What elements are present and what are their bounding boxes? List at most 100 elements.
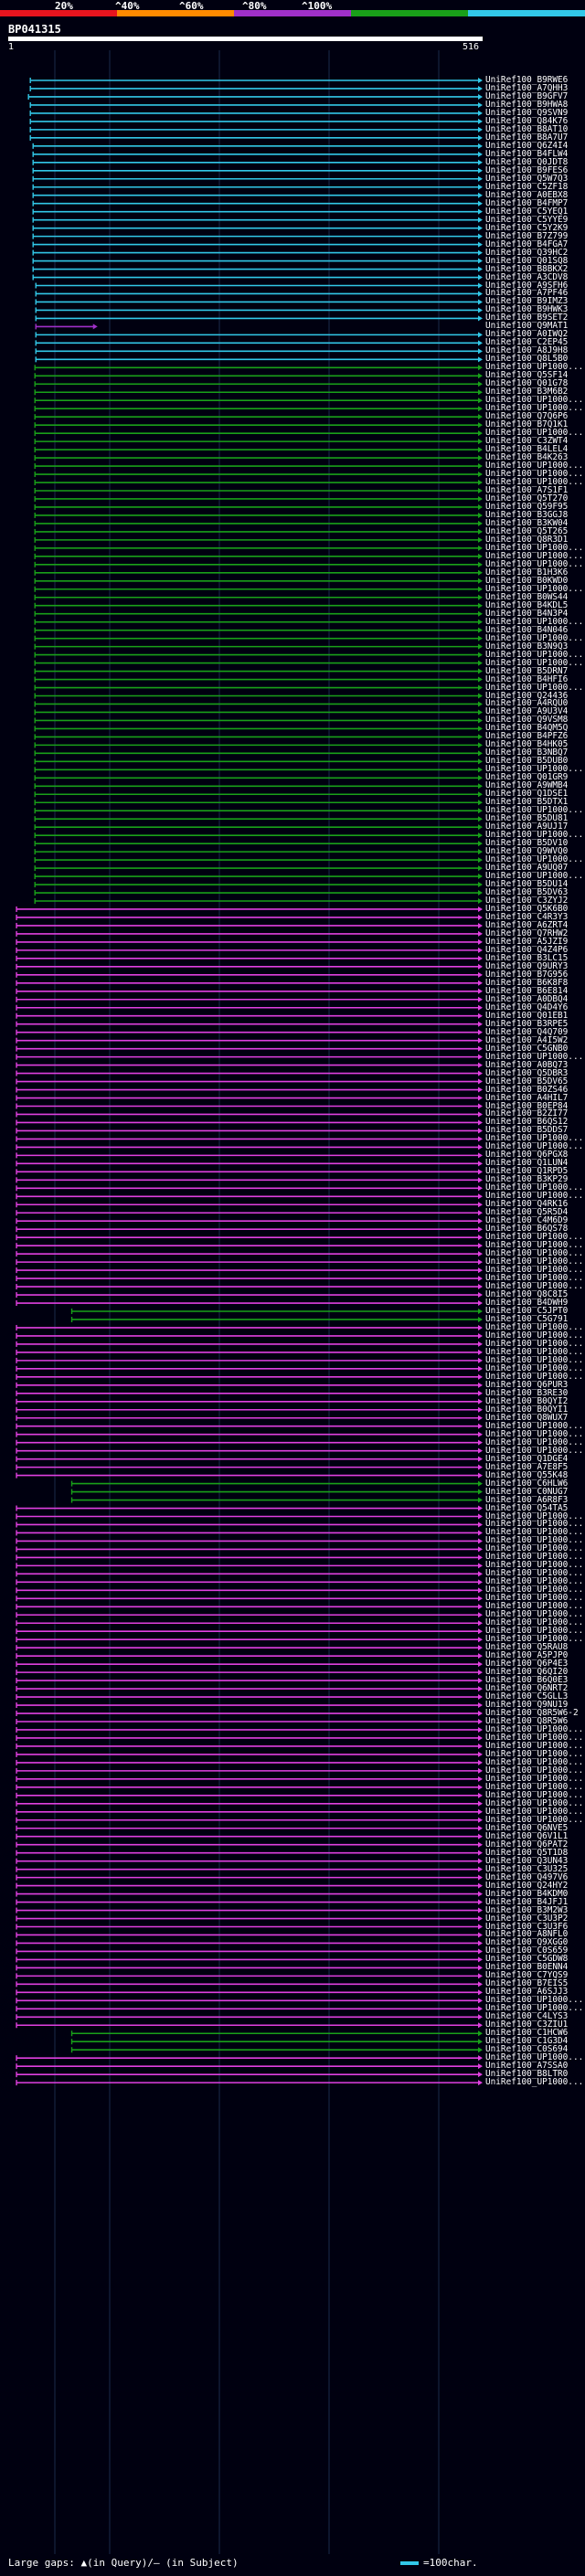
hit-label[interactable]: UniRef100_Q55K48	[485, 1469, 569, 1480]
hit-label[interactable]: UniRef100_C3ZYJ2	[485, 896, 569, 906]
hit-label[interactable]: UniRef100_UP1000...	[485, 632, 582, 643]
hit-label[interactable]: UniRef100_B0ZS46	[485, 1084, 569, 1095]
hit-label[interactable]: UniRef100_B5DU81	[485, 813, 569, 824]
hit-label[interactable]: UniRef100_B3RPE5	[485, 1018, 569, 1029]
hit-label[interactable]: UniRef100_B4HK05	[485, 739, 569, 750]
hit-label[interactable]: UniRef100_C5Y2K9	[485, 222, 569, 233]
hit-label[interactable]: UniRef100_UP1000...	[485, 1330, 582, 1341]
hit-label[interactable]: UniRef100_UP1000...	[485, 1511, 582, 1521]
hit-label[interactable]: UniRef100_B6QS12	[485, 1117, 569, 1128]
hit-label[interactable]: UniRef100_UP1000...	[485, 403, 582, 414]
hit-label[interactable]: UniRef100_Q3UN43	[485, 1855, 569, 1866]
hit-label[interactable]: UniRef100_Q01GR9	[485, 772, 569, 783]
hit-label[interactable]: UniRef100_UP1000...	[485, 1585, 582, 1595]
hit-label[interactable]: UniRef100_Q9MAT1	[485, 321, 569, 332]
hit-label[interactable]: UniRef100_UP1000...	[485, 1362, 582, 1373]
hit-label[interactable]: UniRef100_C1G3D4	[485, 2036, 569, 2047]
hit-label[interactable]: UniRef100_B5DDS7	[485, 1125, 569, 1136]
hit-label[interactable]: UniRef100_UP1000...	[485, 1773, 582, 1784]
hit-label[interactable]: UniRef100_A7SSA0	[485, 2061, 569, 2072]
hit-label[interactable]: UniRef100_B4FLW4	[485, 148, 569, 159]
hit-label[interactable]: UniRef100_B6E814	[485, 985, 569, 996]
hit-label[interactable]: UniRef100_UP1000...	[485, 1232, 582, 1243]
hit-label[interactable]: UniRef100_Q5W7Q3	[485, 173, 569, 184]
hit-label[interactable]: UniRef100_UP1000...	[485, 2003, 582, 2014]
hit-label[interactable]: UniRef100_B7Z799	[485, 230, 569, 241]
hit-label[interactable]: UniRef100_A5PJP0	[485, 1650, 569, 1661]
hit-label[interactable]: UniRef100_Q8R5W6-2	[485, 1708, 579, 1719]
hit-label[interactable]: UniRef100_UP1000...	[485, 1281, 582, 1292]
hit-label[interactable]: UniRef100_UP1000...	[485, 1182, 582, 1193]
hit-label[interactable]: UniRef100_Q39HC2	[485, 247, 569, 258]
hit-label[interactable]: UniRef100_A0IWQ2	[485, 329, 569, 340]
hit-label[interactable]: UniRef100_B0QYI2	[485, 1395, 569, 1406]
hit-label[interactable]: UniRef100_B0WS44	[485, 591, 569, 602]
hit-label[interactable]: UniRef100_Q5DBR3	[485, 1067, 569, 1078]
hit-label[interactable]: UniRef100_UP1000...	[485, 469, 582, 480]
hit-label[interactable]: UniRef100_B7G956	[485, 969, 569, 980]
hit-label[interactable]: UniRef100_UP1000...	[485, 1765, 582, 1776]
hit-label[interactable]: UniRef100_C5ZF18	[485, 181, 569, 192]
hit-label[interactable]: UniRef100_Q6Z4I4	[485, 140, 569, 151]
hit-label[interactable]: UniRef100_UP1000...	[485, 649, 582, 660]
hit-label[interactable]: UniRef100_UP1000...	[485, 362, 582, 373]
hit-label[interactable]: UniRef100_UP1000...	[485, 1338, 582, 1349]
hit-label[interactable]: UniRef100_B8BKX2	[485, 263, 569, 274]
hit-label[interactable]: UniRef100_UP1000...	[485, 1420, 582, 1431]
hit-label[interactable]: UniRef100_Q9XGG0	[485, 1937, 569, 1948]
hit-label[interactable]: UniRef100_B3RE30	[485, 1387, 569, 1398]
hit-label[interactable]: UniRef100_UP1000...	[485, 1568, 582, 1579]
hit-label[interactable]: UniRef100_C0NUG7	[485, 1486, 569, 1497]
hit-label[interactable]: UniRef100_Q0JDT8	[485, 156, 569, 167]
hit-label[interactable]: UniRef100_Q5RAU8	[485, 1642, 569, 1653]
hit-label[interactable]: UniRef100_B9HWK3	[485, 304, 569, 315]
hit-label[interactable]: UniRef100_UP1000...	[485, 1609, 582, 1620]
hit-label[interactable]: UniRef100_A9UQ07	[485, 863, 569, 874]
hit-label[interactable]: UniRef100_UP1000...	[485, 1756, 582, 1767]
hit-label[interactable]: UniRef100_A7E8F5	[485, 1461, 569, 1472]
hit-label[interactable]: UniRef100_UP1000...	[485, 1240, 582, 1251]
hit-label[interactable]: UniRef100_A6R8F3	[485, 1494, 569, 1505]
hit-label[interactable]: UniRef100_A0EBX8	[485, 189, 569, 200]
hit-label[interactable]: UniRef100_UP1000...	[485, 395, 582, 406]
hit-label[interactable]: UniRef100_UP1000...	[485, 2052, 582, 2063]
hit-label[interactable]: UniRef100_UP1000...	[485, 1191, 582, 1202]
hit-label[interactable]: UniRef100_C5G791	[485, 1313, 569, 1324]
hit-label[interactable]: UniRef100_UP1000...	[485, 428, 582, 439]
hit-label[interactable]: UniRef100_Q5T270	[485, 493, 569, 504]
hit-label[interactable]: UniRef100_Q1LUN4	[485, 1158, 569, 1169]
hit-label[interactable]: UniRef100_B8LTR0	[485, 2069, 569, 2080]
hit-label[interactable]: UniRef100_B8AT10	[485, 123, 569, 134]
hit-label[interactable]: UniRef100_UP1000...	[485, 764, 582, 775]
hit-label[interactable]: UniRef100_Q6PAT2	[485, 1839, 569, 1850]
hit-label[interactable]: UniRef100_UP1000...	[485, 1593, 582, 1604]
hit-label[interactable]: UniRef100_Q5T1D8	[485, 1847, 569, 1858]
hit-label[interactable]: UniRef100_C3U3F6	[485, 1921, 569, 1932]
hit-label[interactable]: UniRef100_C5GDW8	[485, 1954, 569, 1965]
hit-label[interactable]: UniRef100_B4DWH9	[485, 1298, 569, 1309]
hit-label[interactable]: UniRef100_A5JZI9	[485, 936, 569, 947]
hit-label[interactable]: UniRef100_C3ZWT4	[485, 436, 569, 447]
hit-label[interactable]: UniRef100_Q59F95	[485, 501, 569, 512]
hit-label[interactable]: UniRef100_UP1000...	[485, 1806, 582, 1817]
hit-label[interactable]: UniRef100_B3M6B2	[485, 387, 569, 398]
hit-label[interactable]: UniRef100_Q8C8I5	[485, 1289, 569, 1300]
hit-label[interactable]: UniRef100_B4PFZ6	[485, 731, 569, 742]
hit-label[interactable]: UniRef100_UP1000...	[485, 1797, 582, 1808]
hit-label[interactable]: UniRef100_B5DV65	[485, 1076, 569, 1087]
hit-label[interactable]: UniRef100_UP1000...	[485, 2077, 582, 2088]
hit-label[interactable]: UniRef100_UP1000...	[485, 1436, 582, 1447]
hit-label[interactable]: UniRef100_Q5SF14	[485, 370, 569, 381]
hit-label[interactable]: UniRef100_UP1000...	[485, 1617, 582, 1628]
hit-label[interactable]: UniRef100_UP1000...	[485, 1346, 582, 1357]
hit-label[interactable]: UniRef100_Q01EB1	[485, 1010, 569, 1021]
hit-label[interactable]: UniRef100_A0BQ73	[485, 1059, 569, 1070]
hit-label[interactable]: UniRef100_A8J9H8	[485, 345, 569, 356]
hit-label[interactable]: UniRef100_A4RQU0	[485, 698, 569, 709]
hit-label[interactable]: UniRef100_UP1000...	[485, 805, 582, 816]
hit-label[interactable]: UniRef100_B3N9Q3	[485, 641, 569, 652]
hit-label[interactable]: UniRef100_B9GFV7	[485, 90, 569, 101]
hit-label[interactable]: UniRef100_C5YYE9	[485, 214, 569, 225]
hit-label[interactable]: UniRef100_B4N046	[485, 624, 569, 635]
hit-label[interactable]: UniRef100_A8NFL0	[485, 1929, 569, 1940]
